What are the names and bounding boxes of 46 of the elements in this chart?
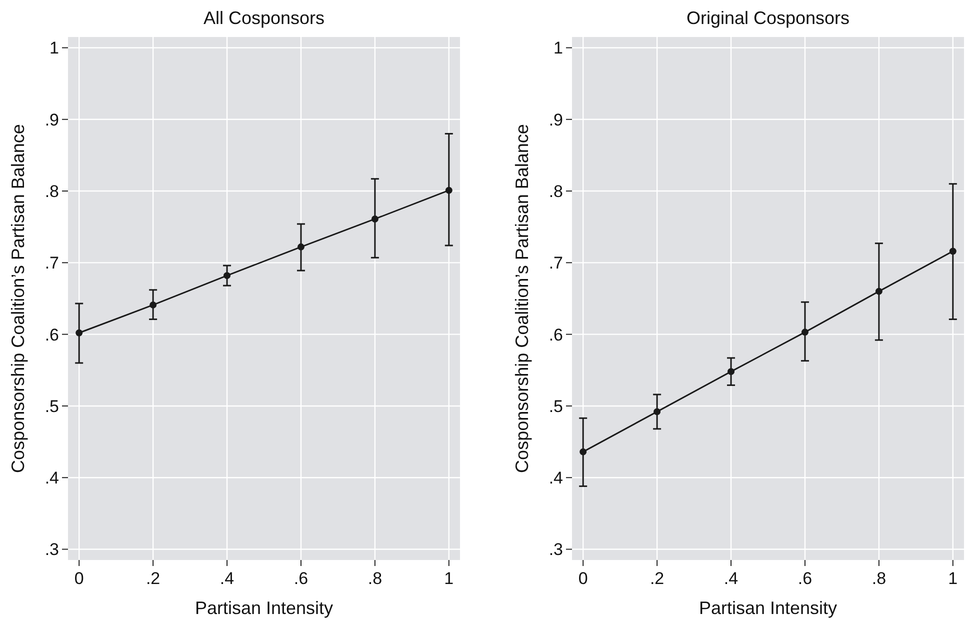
point [371, 215, 378, 222]
y-tick-label: .9 [44, 110, 59, 130]
y-tick-label: .7 [548, 254, 563, 273]
point [875, 288, 882, 295]
point [654, 408, 661, 416]
x-tick-label: .4 [220, 569, 234, 588]
y-tick-label: 1 [50, 38, 59, 58]
point [297, 243, 304, 250]
y-axis-title: Cosponsorship Coalition’s Partisan Balance [512, 124, 532, 473]
y-axis-title: Cosponsorship Coalition’s Partisan Balance [8, 124, 28, 473]
x-tick-label: 0 [578, 569, 588, 588]
point [949, 248, 956, 255]
x-tick-label: 1 [444, 569, 454, 588]
y-tick-label: .9 [548, 110, 563, 130]
x-tick-label: .2 [650, 569, 664, 588]
y-tick-label: .4 [44, 468, 59, 488]
x-tick-label: .8 [368, 569, 382, 588]
point [76, 329, 83, 336]
y-tick-label: .6 [548, 325, 563, 344]
y-tick-label: .7 [44, 254, 59, 273]
y-tick-label: .5 [44, 396, 59, 416]
y-tick-label: 1 [554, 38, 563, 58]
chart-title: Original Cosponsors [686, 8, 850, 28]
y-tick-label: .8 [548, 182, 563, 201]
point [224, 272, 231, 280]
point [445, 186, 452, 194]
x-tick-label: 0 [74, 569, 84, 588]
x-tick-label: .4 [724, 569, 738, 588]
x-axis-title: Partisan Intensity [194, 598, 334, 618]
y-tick-label: .6 [44, 325, 59, 344]
point [580, 448, 587, 456]
x-tick-label: .6 [798, 569, 812, 588]
y-tick-label: .8 [44, 182, 59, 201]
y-tick-label: .3 [548, 540, 563, 560]
point [728, 368, 735, 376]
y-tick-label: .5 [548, 396, 563, 416]
x-tick-label: .2 [146, 569, 160, 588]
point [150, 301, 157, 308]
x-tick-label: .6 [294, 569, 308, 588]
chart-title: All Cosponsors [203, 8, 325, 28]
y-tick-label: .4 [548, 468, 563, 488]
x-tick-label: .8 [872, 569, 886, 588]
point [801, 328, 808, 336]
y-tick-label: .3 [44, 540, 59, 560]
x-tick-label: 1 [948, 569, 958, 588]
x-axis-title: Partisan Intensity [698, 598, 838, 618]
